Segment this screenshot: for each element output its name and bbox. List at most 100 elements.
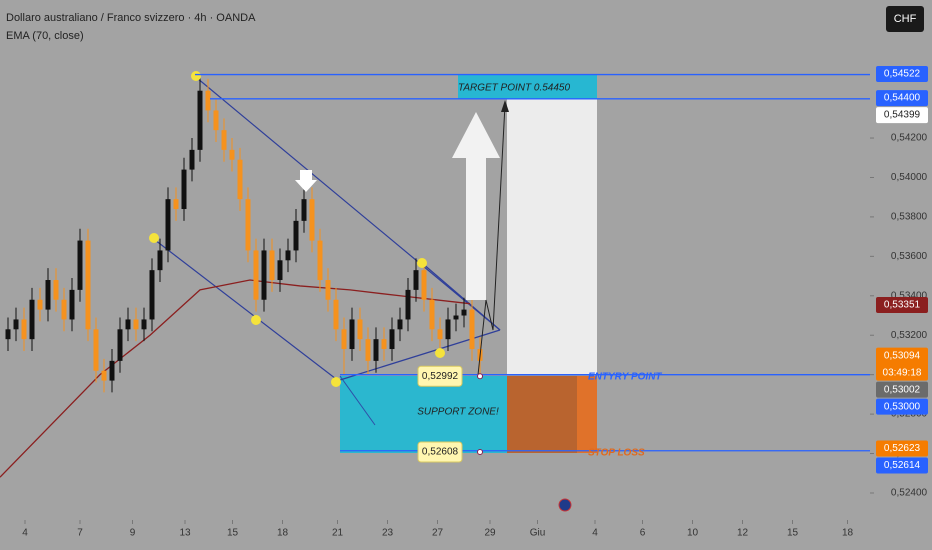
entry-label: ENTYRY POINT	[588, 372, 662, 383]
x-tick-label: 6	[640, 528, 646, 539]
currency-box[interactable]	[886, 6, 924, 32]
x-tick-label: 4	[22, 528, 28, 539]
support-label: SUPPORT ZONE!	[417, 407, 499, 418]
x-tick-label: 18	[277, 528, 289, 539]
candle-body	[469, 309, 475, 350]
chart-title: Dollaro australiano / Franco svizzero · …	[6, 12, 256, 24]
price-tag-label: 0,52608	[422, 447, 459, 458]
y-tick-label: 0,53600	[891, 251, 928, 262]
candle-body	[277, 260, 283, 281]
price-dot	[477, 448, 483, 455]
candle-body	[357, 319, 363, 340]
x-tick-label: 4	[592, 528, 598, 539]
candle-body	[461, 309, 467, 316]
price-label-box	[876, 398, 928, 415]
pivot	[435, 348, 445, 358]
candle-body	[445, 319, 451, 340]
candle-body	[405, 289, 411, 320]
price-label-box	[876, 107, 928, 124]
x-tick-label: 13	[179, 528, 191, 539]
x-tick-label: 21	[332, 528, 344, 539]
candle-body	[309, 199, 315, 241]
candle-body	[13, 319, 19, 330]
candle-body	[77, 240, 83, 290]
candle-body	[149, 270, 155, 320]
candle-body	[397, 319, 403, 330]
trade-zones	[339, 75, 597, 453]
price-label: 0,53002	[884, 384, 921, 395]
down-arrow	[295, 170, 317, 192]
indicator-label: EMA (70, close)	[6, 30, 84, 42]
candle-body	[141, 319, 147, 330]
price-label: 0,54400	[884, 93, 921, 104]
price-label-box	[876, 457, 928, 474]
x-tick-label: 15	[787, 528, 799, 539]
candle-body	[181, 169, 187, 210]
up-arrow	[452, 112, 500, 300]
candle-body	[29, 299, 35, 340]
ema-line	[0, 279, 471, 478]
target-box	[458, 75, 597, 99]
candle-body	[205, 90, 211, 111]
countdown: 03:49:18	[883, 367, 922, 378]
candle-body	[45, 280, 51, 310]
candle-body	[109, 360, 115, 381]
candle-body	[237, 159, 243, 200]
x-tick-label: 7	[77, 528, 83, 539]
candle-body	[21, 319, 27, 340]
candle-body	[37, 299, 43, 310]
x-tick-label: 23	[382, 528, 394, 539]
x-tick-label: 12	[737, 528, 749, 539]
candle-body	[453, 315, 459, 320]
candles	[0, 74, 483, 478]
path-arrow	[477, 104, 506, 376]
candle-body	[117, 329, 123, 361]
candle-body	[413, 270, 419, 290]
candle-body	[285, 250, 291, 261]
target-label: TARGET POINT 0.54450	[458, 83, 571, 94]
y-tick-label: 0,52400	[891, 488, 928, 499]
currency[interactable]: CHF	[894, 13, 917, 25]
pivot	[331, 377, 341, 387]
pivots	[149, 71, 445, 387]
channel-line	[421, 262, 501, 331]
y-tick-label: 0,53800	[891, 212, 928, 223]
price-label-box	[876, 90, 928, 107]
candle-body	[437, 329, 443, 340]
candle-body	[261, 250, 267, 300]
channel-line	[196, 77, 501, 331]
candle-body	[333, 299, 339, 330]
price-tag-label: 0,52992	[422, 371, 459, 382]
price-label: 0,54522	[884, 69, 921, 80]
pivot	[251, 315, 261, 325]
y-tick-label: 0,54000	[891, 172, 928, 183]
candle-body	[301, 199, 307, 221]
candle-body	[213, 110, 219, 131]
candle-body	[69, 289, 75, 320]
candle-body	[325, 280, 331, 300]
candle-body	[221, 130, 227, 150]
price-dot	[477, 373, 483, 380]
x-tick-label: 18	[842, 528, 854, 539]
price-label-box	[876, 296, 928, 313]
pivot	[417, 258, 427, 268]
pivot	[191, 71, 201, 81]
channel-line	[154, 239, 341, 383]
price-label: 0,53351	[884, 300, 921, 311]
y-tick-label: 0,54200	[891, 133, 928, 144]
event-flag[interactable]	[558, 498, 572, 512]
x-tick-label: 10	[687, 528, 699, 539]
reward-area	[507, 75, 597, 375]
candle-body	[293, 220, 299, 251]
candle-body	[85, 240, 91, 330]
price-label-box	[876, 347, 928, 381]
y-tick-label: 0,53400	[891, 290, 928, 301]
candle-body	[253, 250, 259, 300]
candle-body	[229, 149, 235, 160]
risk-area-inner	[507, 376, 577, 453]
candle-body	[341, 329, 347, 350]
candle-body	[61, 299, 67, 320]
candle-body	[197, 90, 203, 150]
x-tick-label: 9	[130, 528, 136, 539]
candle-body	[317, 240, 323, 281]
